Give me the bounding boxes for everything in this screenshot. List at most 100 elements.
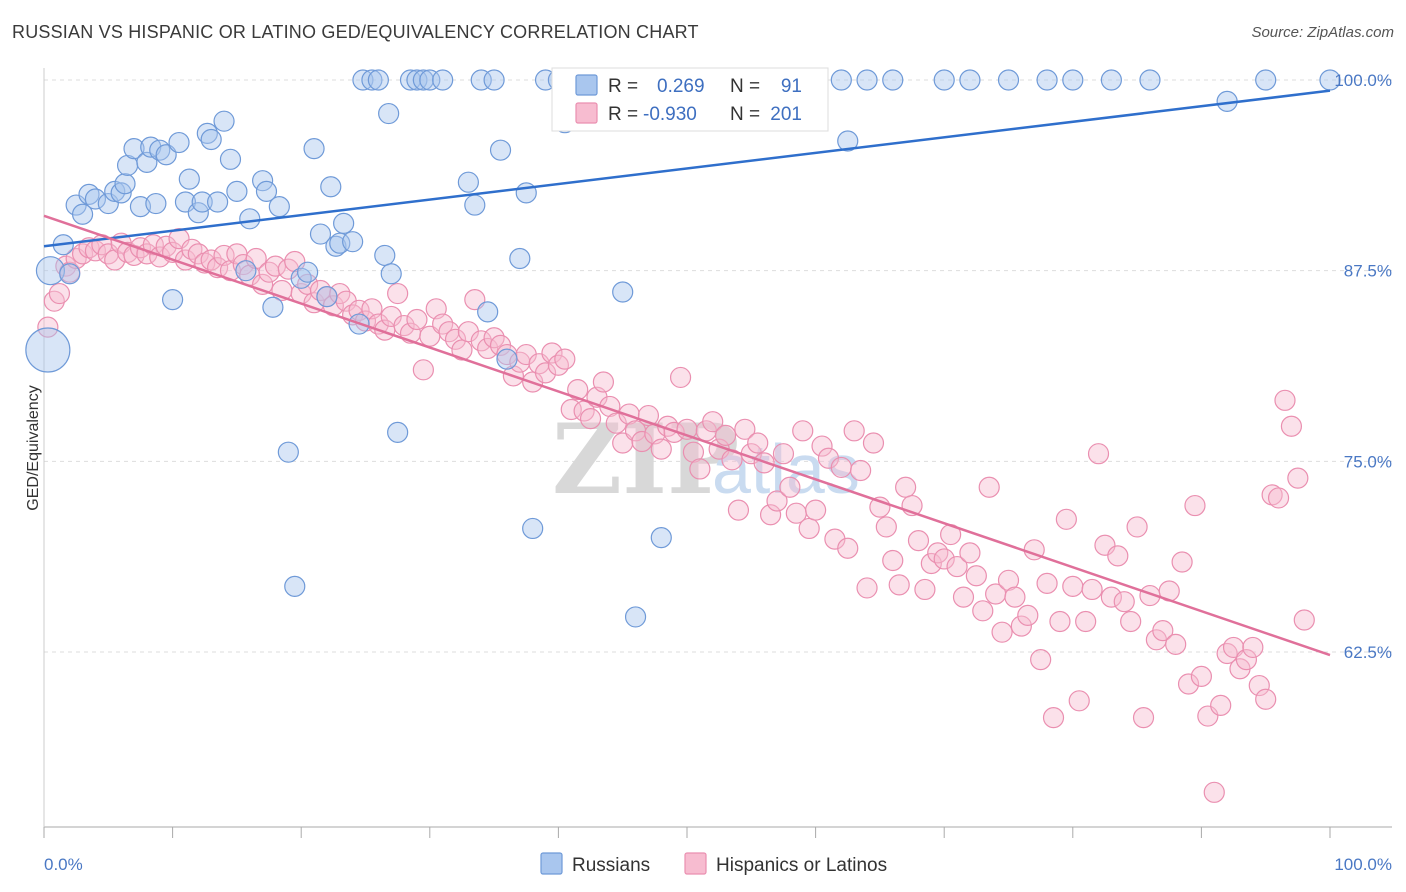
russians-point-36 (262, 296, 284, 318)
hispanics-point-166 (1100, 586, 1122, 608)
russians-point-81 (650, 526, 672, 549)
hispanics-point-187 (1235, 649, 1258, 671)
hispanics-point-139 (927, 542, 949, 564)
hispanics-point-140 (933, 548, 955, 570)
russians-point-99 (1139, 69, 1161, 91)
russians-point-29 (213, 110, 235, 132)
russians-point-27 (200, 128, 222, 151)
hispanics-point-59 (412, 359, 434, 381)
russians-point-68 (489, 139, 512, 161)
hispanics-point-169 (1120, 610, 1142, 633)
bottom-legend: Russians Hispanics or Latinos (540, 852, 887, 876)
russians-point-72 (522, 517, 544, 540)
russians-point-46 (325, 235, 347, 257)
hispanics-point-87 (592, 371, 615, 393)
hispanics-point-194 (1280, 415, 1303, 437)
hispanics-point-72 (496, 343, 518, 366)
russians-point-79 (612, 281, 634, 303)
hispanics-point-188 (1242, 636, 1264, 659)
x-tick-label-min: 0.0% (44, 855, 83, 874)
russians-point-61 (419, 69, 441, 91)
hispanics-point-99 (669, 366, 692, 389)
hispanics-point-190 (1255, 688, 1277, 710)
legend-russians-n-label: N = (730, 76, 760, 97)
hispanics-point-168 (1113, 591, 1135, 613)
hispanics-point-183 (1210, 694, 1232, 716)
hispanics-point-96 (650, 438, 672, 460)
hispanics-point-151 (1004, 586, 1026, 608)
legend-russians-swatch (575, 74, 598, 96)
y-tick-labels: 62.5% 75.0% 87.5% 100.0% (1334, 71, 1392, 662)
hispanics-point-64 (444, 328, 467, 350)
trend-lines (43, 89, 1331, 657)
hispanics-point-111 (747, 432, 769, 454)
y-tick-label-0: 62.5% (1344, 643, 1392, 662)
russians-point-80 (624, 606, 647, 628)
hispanics-point-142 (946, 555, 968, 578)
russians-point-95 (997, 69, 1020, 91)
russians-point-20 (162, 289, 184, 311)
russians-point-13 (123, 138, 145, 160)
hispanics-point-162 (1075, 610, 1097, 633)
russians-point-26 (196, 122, 218, 144)
hispanics-point-184 (1216, 642, 1238, 665)
russians-point-35 (255, 180, 278, 202)
hispanics-point-18 (149, 246, 171, 268)
hispanics-point-152 (1010, 615, 1032, 637)
hispanics-point-195 (1287, 467, 1309, 489)
hispanics-point-161 (1068, 690, 1090, 712)
bottom-legend-hispanics-label: Hispanics or Latinos (716, 855, 887, 876)
russians-point-49 (342, 231, 364, 253)
hispanics-point-132 (882, 549, 904, 572)
russians-point-101 (1255, 69, 1277, 91)
russians-point-7 (84, 188, 107, 210)
hispanics-point-180 (1190, 665, 1213, 688)
hispanics-point-156 (1036, 572, 1058, 594)
bottom-legend-russians-label: Russians (572, 855, 650, 876)
hispanics-point-106 (714, 424, 737, 447)
hispanics-point-171 (1132, 706, 1155, 729)
legend-russians-r-value: 0.269 (657, 76, 705, 97)
y-tick-label-1: 75.0% (1344, 452, 1392, 471)
russians-point-96 (1036, 69, 1058, 91)
hispanics-point-102 (689, 458, 711, 480)
hispanics-point-55 (387, 282, 409, 305)
hispanics-point-69 (477, 337, 499, 360)
russians-point-52 (361, 69, 383, 91)
hispanics-point-134 (895, 476, 917, 498)
russians-point-90 (837, 130, 859, 152)
russians-point-33 (239, 208, 261, 230)
hispanics-point-167 (1107, 545, 1129, 567)
russians-point-0 (25, 327, 71, 373)
russians-point-59 (406, 69, 428, 91)
russians-point-17 (145, 192, 167, 215)
y-tick-label-3: 100.0% (1334, 71, 1392, 90)
hispanics-point-170 (1126, 516, 1148, 538)
axes (43, 68, 1392, 828)
russians-point-32 (235, 260, 257, 282)
hispanics-point-98 (663, 421, 685, 443)
hispanics-point-155 (1030, 649, 1052, 671)
legend-russians-n-value: 91 (781, 76, 802, 97)
hispanics-point-147 (978, 476, 1000, 498)
hispanics-point-108 (727, 499, 750, 521)
correlation-legend: R = 0.269 N = 91 R = -0.930 N = 201 (551, 67, 829, 132)
russians-point-37 (268, 196, 290, 218)
hispanics-point-116 (779, 476, 801, 498)
russians-point-60 (412, 69, 434, 91)
hispanics-point-133 (888, 574, 910, 596)
russians-point-55 (378, 102, 400, 125)
hispanics-point-149 (991, 621, 1013, 643)
russians-point-89 (830, 69, 852, 91)
chart-title: RUSSIAN VS HISPANIC OR LATINO GED/EQUIVA… (12, 22, 699, 42)
hispanics-point-109 (734, 418, 756, 440)
hispanics-point-67 (464, 289, 486, 311)
legend-hispanics-n-label: N = (730, 104, 760, 125)
hispanics-point-193 (1274, 389, 1296, 411)
hispanics-point-185 (1222, 636, 1245, 659)
hispanics-point-120 (804, 499, 827, 521)
hispanics-point-174 (1152, 620, 1174, 642)
russians-point-97 (1062, 69, 1084, 91)
russians-points (25, 69, 1341, 628)
